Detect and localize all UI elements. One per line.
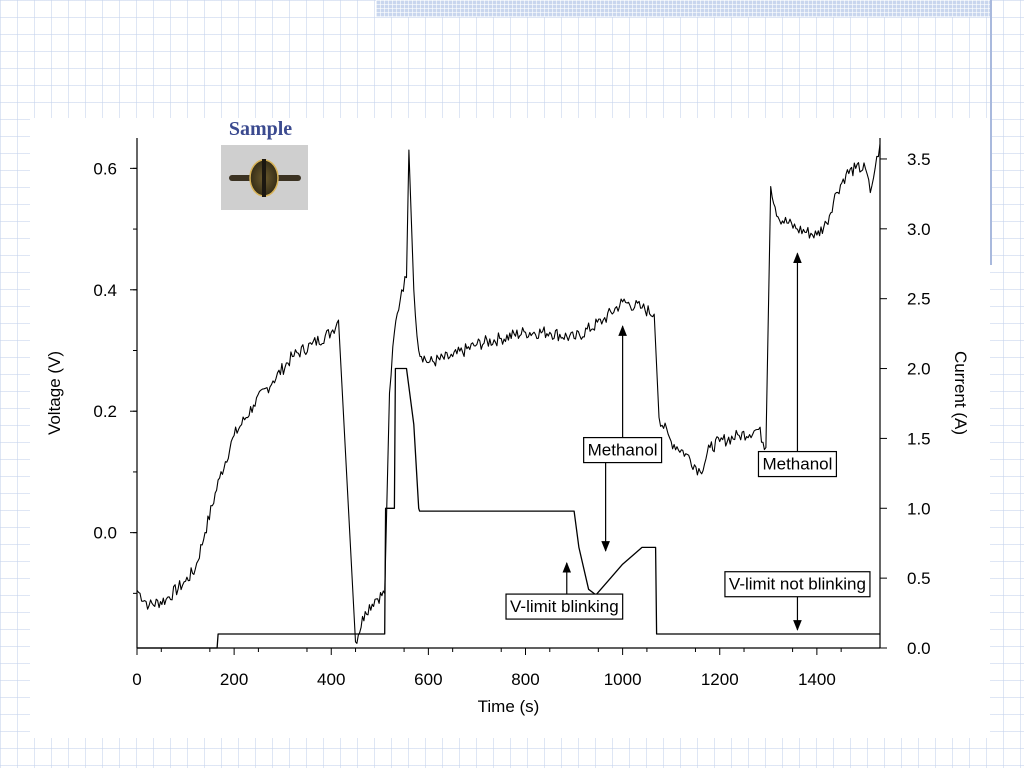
slide-rule xyxy=(990,0,992,265)
annotation-label: V-limit not blinking xyxy=(729,575,866,594)
x-tick-label: 400 xyxy=(317,670,345,689)
y-right-tick-label: 0.5 xyxy=(907,569,931,588)
sample-label: Sample xyxy=(228,118,293,140)
current-series-line xyxy=(137,367,880,649)
annotation-label: Methanol xyxy=(588,441,658,460)
y-left-axis-title: Voltage (V) xyxy=(45,351,64,435)
annotation-box xyxy=(505,593,624,620)
y-left-tick-label: 0.6 xyxy=(93,159,117,178)
y-left-tick-label: 0.2 xyxy=(93,402,117,421)
y-left-tick-label: 0.0 xyxy=(93,524,117,543)
annotation-box xyxy=(724,571,871,598)
title-band xyxy=(376,0,992,17)
y-right-axis-title: Current (A) xyxy=(951,351,970,435)
annotation-label: Methanol xyxy=(762,455,832,474)
voltage-series-line xyxy=(136,144,881,644)
y-right-tick-label: 2.5 xyxy=(907,290,931,309)
y-left-tick-label: 0.4 xyxy=(93,281,117,300)
annotation-box xyxy=(757,450,838,478)
x-tick-label: 0 xyxy=(132,670,141,689)
x-axis-title: Time (s) xyxy=(478,697,540,716)
x-tick-label: 600 xyxy=(414,670,442,689)
sample-thumbnail-icon xyxy=(221,145,308,210)
x-tick-label: 800 xyxy=(511,670,539,689)
x-tick-label: 1400 xyxy=(798,670,836,689)
x-tick-label: 1200 xyxy=(701,670,739,689)
y-right-tick-label: 3.0 xyxy=(907,220,931,239)
x-tick-label: 200 xyxy=(220,670,248,689)
annotation-label: V-limit blinking xyxy=(510,597,619,616)
y-right-tick-label: 0.0 xyxy=(907,639,931,658)
x-tick-label: 1000 xyxy=(604,670,642,689)
y-right-tick-label: 1.0 xyxy=(907,499,931,518)
y-right-tick-label: 3.5 xyxy=(907,150,931,169)
y-right-tick-label: 2.0 xyxy=(907,360,931,379)
plot-panel xyxy=(30,118,990,738)
y-right-tick-label: 1.5 xyxy=(907,429,931,448)
